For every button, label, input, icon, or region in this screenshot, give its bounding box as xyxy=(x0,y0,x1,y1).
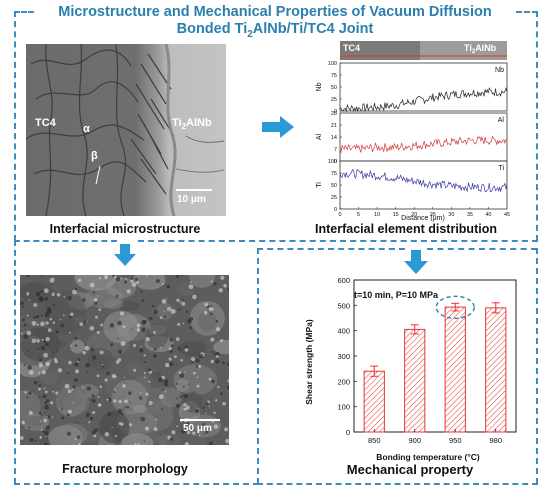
ylabel-nb: Nb xyxy=(316,82,323,91)
bar-ytick-label-400: 400 xyxy=(337,327,350,336)
bar-y-axis-label: Shear strength (MPa) xyxy=(304,319,314,405)
panel-frame-nb xyxy=(339,62,508,112)
ytick-label-nb-75: 75 xyxy=(331,73,337,79)
ytick-label-ti-50: 50 xyxy=(331,183,337,189)
bar-950 xyxy=(444,306,466,433)
series-line-nb xyxy=(339,87,508,113)
ytick-label-al-0: 0 xyxy=(334,159,337,165)
test-conditions-annotation: t=10 min, P=10 MPa xyxy=(354,290,439,300)
peak-highlight-ellipse xyxy=(435,295,475,320)
bar-ytick-label-0: 0 xyxy=(346,428,350,437)
xtick-label-40: 40 xyxy=(485,212,491,218)
scale-label-50um: 50 μm xyxy=(183,423,212,434)
down-arrow-icon-right xyxy=(404,250,428,274)
bar-850 xyxy=(363,370,385,433)
scale-label-10um: 10 μm xyxy=(177,194,206,205)
bar-900 xyxy=(404,328,426,433)
alpha-phase-label: α xyxy=(83,123,90,135)
series-name-ti: Ti xyxy=(498,165,504,172)
distance-axis-label: Distance (μm) xyxy=(401,215,445,222)
beta-phase-label: β xyxy=(91,150,98,162)
figure-title-line-2: Bonded Ti2AlNb/Ti/TC4 Joint xyxy=(176,21,374,40)
series-line-al xyxy=(339,135,508,154)
bar-ytick-label-300: 300 xyxy=(337,352,350,361)
bar-ytick-label-500: 500 xyxy=(337,301,350,310)
caption-interfacial-microstructure: Interfacial microstructure xyxy=(49,222,201,236)
xtick-label-25: 25 xyxy=(430,212,436,218)
ytick-label-ti-100: 100 xyxy=(328,159,337,165)
xtick-label-15: 15 xyxy=(393,212,399,218)
figure-title-line-1: Microstructure and Mechanical Properties… xyxy=(58,4,492,20)
ylabel-al: Al xyxy=(316,133,323,140)
frame-middle-right xyxy=(138,240,538,242)
beta-pointer xyxy=(95,165,101,185)
xtick-label-30: 30 xyxy=(448,212,454,218)
xtick-label-5: 5 xyxy=(357,212,360,218)
frame-right-upper xyxy=(536,11,538,241)
xtick-label-20: 20 xyxy=(411,212,417,218)
ytick-label-al-14: 14 xyxy=(331,135,337,141)
xtick-label-35: 35 xyxy=(467,212,473,218)
ytick-label-nb-0: 0 xyxy=(334,109,337,115)
frame-right-lower xyxy=(536,248,538,484)
scale-bar-10um xyxy=(176,189,212,191)
ytick-label-nb-100: 100 xyxy=(328,61,337,67)
caption-mechanical-property: Mechanical property xyxy=(346,462,474,477)
ytick-label-al-21: 21 xyxy=(331,123,337,129)
right-arrow-icon xyxy=(262,116,294,138)
ti2alnb-label: Ti2AlNb xyxy=(172,117,212,132)
microstructure-sem-image: TC4 α β Ti2AlNb 10 μm xyxy=(26,44,226,216)
ytick-label-al-7: 7 xyxy=(334,147,337,153)
xtick-label-0: 0 xyxy=(338,212,341,218)
xtick-label-45: 45 xyxy=(504,212,510,218)
frame-bottom-right xyxy=(257,483,538,485)
frame-mech-top-right xyxy=(427,248,537,250)
xtick-label-10: 10 xyxy=(374,212,380,218)
frame-left-lower xyxy=(14,240,16,484)
tc4-label: TC4 xyxy=(35,117,56,129)
frame-left-upper xyxy=(14,11,16,241)
bar-x-axis-label: Bonding temperature (°C) xyxy=(376,452,480,462)
shear-strength-bar-chart: 0 100 200 300 400 500 600 850 900 950 980 t=10 min… xyxy=(304,276,517,462)
element-distribution-chart: TC4 Ti2AlNb 0255075100NbNb07142128AlAl02… xyxy=(316,41,510,222)
ytick-label-nb-25: 25 xyxy=(331,97,337,103)
frame-bottom-left xyxy=(14,483,259,485)
series-name-nb: Nb xyxy=(495,67,504,74)
ytick-label-ti-0: 0 xyxy=(334,207,337,213)
caption-interfacial-element-distribution: Interfacial element distribution xyxy=(315,222,497,236)
frame-middle-left xyxy=(14,240,117,242)
bar-ytick-label-600: 600 xyxy=(337,276,350,285)
frame-top-right xyxy=(516,11,538,13)
bar-xtick-label-850: 850 xyxy=(368,436,381,445)
down-arrow-icon-left xyxy=(114,244,136,266)
ytick-label-ti-25: 25 xyxy=(331,195,337,201)
series-line-ti xyxy=(339,169,508,193)
bar-ytick-label-100: 100 xyxy=(337,403,350,412)
ylabel-ti: Ti xyxy=(316,182,323,188)
bar-ytick-label-200: 200 xyxy=(337,377,350,386)
bar-xtick-label-950: 950 xyxy=(449,436,462,445)
series-name-al: Al xyxy=(498,117,505,124)
strip-tc4-label: TC4 xyxy=(343,43,360,53)
frame-top-left xyxy=(14,11,34,13)
ytick-label-nb-50: 50 xyxy=(331,85,337,91)
bar-xtick-label-900: 900 xyxy=(408,436,421,445)
caption-fracture-morphology: Fracture morphology xyxy=(62,462,188,476)
ytick-label-ti-75: 75 xyxy=(331,171,337,177)
ytick-label-al-28: 28 xyxy=(331,111,337,117)
fracture-sem-image: 50 μm xyxy=(20,275,229,445)
frame-mech-top-left xyxy=(257,248,405,250)
scale-bar-50um xyxy=(180,419,220,421)
strip-ti2alnb-label: Ti2AlNb xyxy=(464,43,497,55)
frame-center-divider xyxy=(257,248,259,484)
bar-980 xyxy=(485,307,507,433)
bar-xtick-label-980: 980 xyxy=(489,436,502,445)
